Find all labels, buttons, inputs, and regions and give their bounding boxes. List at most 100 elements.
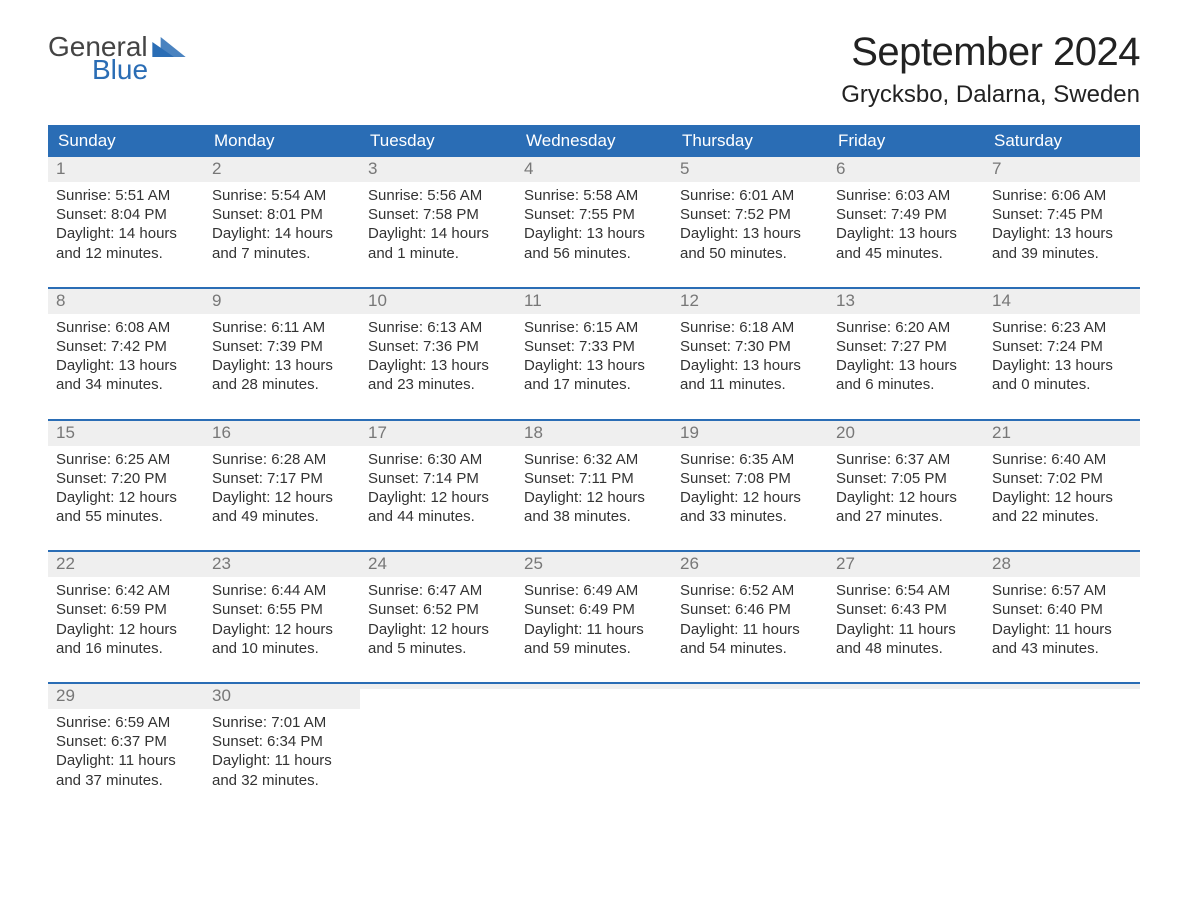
sunrise-line: Sunrise: 6:08 AM	[56, 318, 196, 337]
day-number: 24	[368, 554, 387, 573]
day-number: 12	[680, 291, 699, 310]
daylight-line: Daylight: 11 hours and 32 minutes.	[212, 751, 352, 789]
calendar: Sunday Monday Tuesday Wednesday Thursday…	[48, 125, 1140, 796]
day-cell	[828, 684, 984, 796]
header: General Blue September 2024 Grycksbo, Da…	[48, 30, 1140, 119]
day-cell: 18Sunrise: 6:32 AMSunset: 7:11 PMDayligh…	[516, 421, 672, 533]
day-content: Sunrise: 6:06 AMSunset: 7:45 PMDaylight:…	[984, 182, 1140, 269]
sunrise-line: Sunrise: 6:30 AM	[368, 450, 508, 469]
sunrise-line: Sunrise: 6:47 AM	[368, 581, 508, 600]
sunrise-line: Sunrise: 5:58 AM	[524, 186, 664, 205]
daylight-line: Daylight: 11 hours and 54 minutes.	[680, 620, 820, 658]
title-block: September 2024 Grycksbo, Dalarna, Sweden	[841, 30, 1140, 119]
daylight-line: Daylight: 12 hours and 10 minutes.	[212, 620, 352, 658]
week-row: 1Sunrise: 5:51 AMSunset: 8:04 PMDaylight…	[48, 157, 1140, 269]
daylight-line: Daylight: 14 hours and 1 minute.	[368, 224, 508, 262]
daylight-line: Daylight: 13 hours and 56 minutes.	[524, 224, 664, 262]
day-number: 10	[368, 291, 387, 310]
day-number-row: 2	[204, 157, 360, 182]
sunrise-line: Sunrise: 6:28 AM	[212, 450, 352, 469]
day-content: Sunrise: 6:32 AMSunset: 7:11 PMDaylight:…	[516, 446, 672, 533]
day-number-row: 24	[360, 552, 516, 577]
month-title: September 2024	[841, 30, 1140, 75]
day-content: Sunrise: 7:01 AMSunset: 6:34 PMDaylight:…	[204, 709, 360, 796]
daylight-line: Daylight: 13 hours and 50 minutes.	[680, 224, 820, 262]
day-cell: 16 Sunrise: 6:28 AMSunset: 7:17 PMDayligh…	[204, 421, 360, 533]
daylight-line: Daylight: 13 hours and 17 minutes.	[524, 356, 664, 394]
location: Grycksbo, Dalarna, Sweden	[841, 81, 1140, 109]
daylight-line: Daylight: 13 hours and 0 minutes.	[992, 356, 1132, 394]
daylight-line: Daylight: 12 hours and 22 minutes.	[992, 488, 1132, 526]
sunset-line: Sunset: 7:36 PM	[368, 337, 508, 356]
day-number-row: 10	[360, 289, 516, 314]
day-content: Sunrise: 6:28 AMSunset: 7:17 PMDaylight:…	[204, 446, 360, 533]
sunrise-line: Sunrise: 6:15 AM	[524, 318, 664, 337]
sunset-line: Sunset: 7:17 PM	[212, 469, 352, 488]
day-number: 15	[56, 423, 75, 442]
sunset-line: Sunset: 7:42 PM	[56, 337, 196, 356]
sunset-line: Sunset: 7:24 PM	[992, 337, 1132, 356]
sunset-line: Sunset: 7:05 PM	[836, 469, 976, 488]
sunrise-line: Sunrise: 6:44 AM	[212, 581, 352, 600]
day-number-row: 6	[828, 157, 984, 182]
day-content	[360, 689, 516, 699]
day-content: Sunrise: 5:51 AMSunset: 8:04 PMDaylight:…	[48, 182, 204, 269]
day-cell: 27Sunrise: 6:54 AMSunset: 6:43 PMDayligh…	[828, 552, 984, 664]
day-cell: 2Sunrise: 5:54 AMSunset: 8:01 PMDaylight…	[204, 157, 360, 269]
day-number-row: 28	[984, 552, 1140, 577]
day-content: Sunrise: 6:42 AMSunset: 6:59 PMDaylight:…	[48, 577, 204, 664]
sunset-line: Sunset: 6:59 PM	[56, 600, 196, 619]
day-content: Sunrise: 6:59 AMSunset: 6:37 PMDaylight:…	[48, 709, 204, 796]
day-content	[828, 689, 984, 699]
sunrise-line: Sunrise: 6:20 AM	[836, 318, 976, 337]
sunset-line: Sunset: 7:20 PM	[56, 469, 196, 488]
sunset-line: Sunset: 7:49 PM	[836, 205, 976, 224]
day-number: 7	[992, 159, 1001, 178]
day-header-saturday: Saturday	[984, 125, 1140, 157]
sunset-line: Sunset: 6:46 PM	[680, 600, 820, 619]
day-number: 13	[836, 291, 855, 310]
day-cell: 13 Sunrise: 6:20 AMSunset: 7:27 PMDayligh…	[828, 289, 984, 401]
day-number-row: 22	[48, 552, 204, 577]
daylight-line: Daylight: 13 hours and 11 minutes.	[680, 356, 820, 394]
day-number-row: 12	[672, 289, 828, 314]
day-content: Sunrise: 6:49 AMSunset: 6:49 PMDaylight:…	[516, 577, 672, 664]
day-number: 9	[212, 291, 221, 310]
day-number: 2	[212, 159, 221, 178]
day-cell: 15Sunrise: 6:25 AMSunset: 7:20 PMDayligh…	[48, 421, 204, 533]
sunset-line: Sunset: 6:49 PM	[524, 600, 664, 619]
day-content: Sunrise: 6:30 AMSunset: 7:14 PMDaylight:…	[360, 446, 516, 533]
day-number-row: 23	[204, 552, 360, 577]
day-number: 25	[524, 554, 543, 573]
day-number: 16	[212, 423, 231, 442]
day-cell: 23Sunrise: 6:44 AMSunset: 6:55 PMDayligh…	[204, 552, 360, 664]
day-cell: 12Sunrise: 6:18 AMSunset: 7:30 PMDayligh…	[672, 289, 828, 401]
day-cell: 19Sunrise: 6:35 AMSunset: 7:08 PMDayligh…	[672, 421, 828, 533]
sunrise-line: Sunrise: 6:49 AM	[524, 581, 664, 600]
daylight-line: Daylight: 12 hours and 38 minutes.	[524, 488, 664, 526]
day-content: Sunrise: 6:47 AMSunset: 6:52 PMDaylight:…	[360, 577, 516, 664]
sunrise-line: Sunrise: 6:54 AM	[836, 581, 976, 600]
logo-flag-icon	[152, 37, 186, 57]
day-number-row: 20	[828, 421, 984, 446]
logo-text-bottom: Blue	[48, 57, 186, 84]
day-number-row: 8	[48, 289, 204, 314]
day-number-row: 3	[360, 157, 516, 182]
day-content: Sunrise: 6:15 AMSunset: 7:33 PMDaylight:…	[516, 314, 672, 401]
day-cell: 8Sunrise: 6:08 AMSunset: 7:42 PMDaylight…	[48, 289, 204, 401]
day-number: 21	[992, 423, 1011, 442]
day-number-row: 4	[516, 157, 672, 182]
day-number: 8	[56, 291, 65, 310]
week-row: 8 Sunrise: 6:08 AMSunset: 7:42 PM Daylight…	[48, 287, 1140, 401]
day-cell: 3Sunrise: 5:56 AMSunset: 7:58 PMDaylight…	[360, 157, 516, 269]
day-cell: 11Sunrise: 6:15 AMSunset: 7:33 PMDayligh…	[516, 289, 672, 401]
daylight-line: Daylight: 11 hours and 48 minutes.	[836, 620, 976, 658]
day-content: Sunrise: 6:03 AMSunset: 7:49 PMDaylight:…	[828, 182, 984, 269]
day-content: Sunrise: 6:20 AMSunset: 7:27 PMDaylight:…	[828, 314, 984, 401]
day-number-row: 30	[204, 684, 360, 709]
daylight-line: Daylight: 11 hours and 59 minutes.	[524, 620, 664, 658]
day-content: Sunrise: 5:58 AMSunset: 7:55 PMDaylight:…	[516, 182, 672, 269]
day-content	[984, 689, 1140, 699]
day-content: Sunrise: 6:57 AMSunset: 6:40 PMDaylight:…	[984, 577, 1140, 664]
day-content: Sunrise: 6:01 AMSunset: 7:52 PMDaylight:…	[672, 182, 828, 269]
